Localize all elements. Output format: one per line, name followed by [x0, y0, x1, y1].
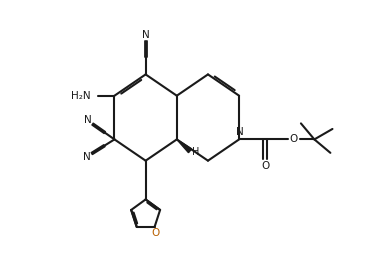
Text: N: N: [84, 116, 91, 125]
Text: N: N: [236, 127, 243, 137]
Text: O: O: [290, 134, 298, 144]
Polygon shape: [177, 139, 192, 153]
Text: O: O: [262, 161, 270, 171]
Text: N: N: [82, 152, 90, 162]
Text: H: H: [192, 147, 200, 157]
Text: O: O: [151, 228, 160, 238]
Text: N: N: [142, 29, 150, 40]
Text: H₂N: H₂N: [71, 91, 91, 101]
